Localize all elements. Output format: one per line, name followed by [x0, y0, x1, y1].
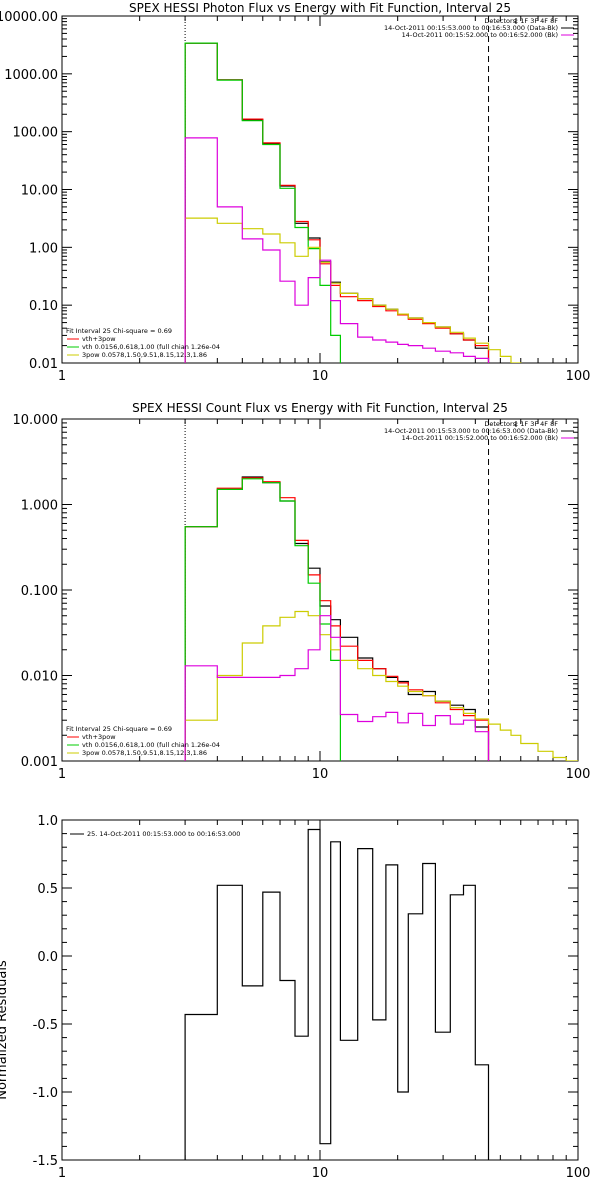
legend-interval-text: 25. 14-Oct-2011 00:15:53.000 to 00:16:53…: [87, 830, 240, 838]
series-line-2: [184, 478, 341, 761]
x-tick-label: 100: [566, 369, 591, 384]
plot-frame: [61, 15, 579, 364]
y-tick-label: 0.0: [37, 950, 58, 965]
y-tick-label: 0.5: [37, 882, 58, 897]
x-tick-label: 100: [566, 767, 591, 782]
legend-fit-text: 3pow 0.0578,1.50,9.51,8.15,12.3,1.86: [82, 749, 207, 757]
series-line-3: [184, 610, 578, 761]
series-line-1: [184, 42, 490, 363]
y-tick-label: 1000.00: [4, 68, 58, 83]
y-tick-label: 1.00: [29, 241, 58, 256]
y-tick-label: 10000.00: [0, 10, 58, 25]
y-tick-label: -1.5: [33, 1154, 58, 1169]
y-tick-label: 0.001: [21, 755, 58, 770]
x-tick-label: 1: [58, 767, 66, 782]
y-tick-label: 10.00: [21, 184, 58, 199]
x-tick-label: 1: [58, 369, 66, 384]
y-tick-label: -0.5: [33, 1018, 58, 1033]
legend-topright-text: Detectors: 1F 3F 4F 8F: [484, 420, 558, 428]
legend-fit-text: Fit Interval 25 Chi-square = 0.69: [66, 725, 172, 733]
x-tick-label: 1: [58, 1166, 66, 1181]
legend-fit-text: vth+3pow: [82, 733, 116, 741]
series-line-0: [184, 42, 490, 363]
series-line-2: [184, 42, 341, 363]
series-group: [184, 476, 578, 761]
series-line-4: [184, 615, 490, 761]
y-tick-label: 0.100: [21, 584, 58, 599]
residuals-panel: 1 10 100 -1.5 -1.0 -0.5 0.0 0.5 1.0 Normalized Re…: [0, 814, 590, 1181]
count-flux-panel: SPEX HESSI Count Flux vs Energy with Fit…: [13, 401, 591, 782]
series-line-0: [184, 476, 490, 761]
legend-topright-text: 14-Oct-2011 00:15:52.000 to 00:16:52.000…: [402, 434, 558, 442]
y-tick-label: 1.000: [21, 499, 58, 514]
legend-topright-text: 14-Oct-2011 00:15:53.000 to 00:16:53.000…: [384, 427, 558, 435]
legend-fit-text: 3pow 0.0578,1.50,9.51,8.15,12.3,1.86: [82, 351, 207, 359]
series-group: [184, 42, 522, 363]
x-tick-label: 10: [312, 1166, 329, 1181]
y-tick-label: 0.01: [29, 357, 58, 372]
series-group: [184, 828, 490, 1160]
legend-fit-text: vth 0.0156,0.618,1.00 (full chian 1.26e-…: [82, 343, 220, 351]
series-line-4: [184, 137, 490, 363]
series-line-0: [184, 828, 490, 1160]
y-tick-label: 1.0: [37, 814, 58, 829]
y-axis-label: Normalized Residuals: [0, 960, 10, 1100]
chart-title: SPEX HESSI Photon Flux vs Energy with Fi…: [129, 1, 511, 15]
legend-topright-text: 14-Oct-2011 00:15:53.000 to 00:16:53.000…: [384, 24, 558, 32]
x-tick-label: 10: [312, 767, 329, 782]
y-tick-label: 0.010: [21, 670, 58, 685]
legend-fit-text: vth 0.0156,0.618,1.00 (full chian 1.26e-…: [82, 741, 220, 749]
chart-title: SPEX HESSI Count Flux vs Energy with Fit…: [132, 401, 508, 415]
x-tick-label: 100: [566, 1166, 591, 1181]
y-tick-label: 100.00: [13, 126, 59, 141]
series-line-3: [184, 217, 522, 363]
y-tick-label: 0.10: [29, 299, 58, 314]
series-line-1: [184, 477, 490, 761]
legend-fit-text: vth+3pow: [82, 335, 116, 343]
x-tick-label: 10: [312, 369, 329, 384]
y-tick-label: 10.000: [13, 413, 59, 428]
photon-flux-panel: SPEX HESSI Photon Flux vs Energy with Fi…: [0, 1, 590, 384]
y-tick-label: -1.0: [33, 1086, 58, 1101]
legend-topright-text: Detectors: 1F 3F 4F 8F: [484, 17, 558, 25]
legend-fit-text: Fit Interval 25 Chi-square = 0.69: [66, 327, 172, 335]
legend-topright-text: 14-Oct-2011 00:15:52.000 to 00:16:52.000…: [402, 31, 558, 39]
